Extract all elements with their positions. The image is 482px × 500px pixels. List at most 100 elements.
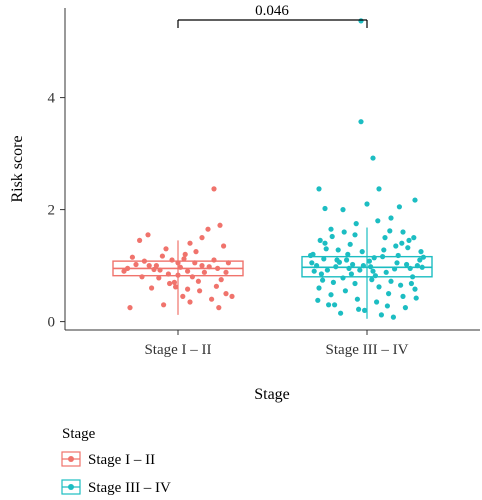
data-point — [400, 293, 406, 299]
legend-item-0: Stage I – II — [61, 451, 155, 468]
data-point — [199, 235, 205, 241]
data-point — [316, 186, 322, 192]
data-point — [217, 222, 223, 228]
legend-title: Stage — [62, 426, 96, 442]
data-point — [353, 221, 359, 227]
group-1 — [301, 18, 433, 320]
data-point — [404, 261, 410, 268]
data-point — [376, 284, 382, 290]
box-groups — [112, 18, 433, 320]
x-tick-label-0: Stage I – II — [144, 342, 211, 358]
y-tick-label-2: 4 — [48, 91, 56, 107]
data-point — [171, 279, 177, 285]
y-tick-label-0: 0 — [48, 315, 56, 331]
data-point — [412, 197, 418, 203]
data-point — [383, 269, 389, 275]
data-point — [386, 291, 392, 297]
data-point — [350, 261, 356, 268]
legend-key-dot — [68, 456, 74, 462]
data-point — [201, 269, 207, 275]
data-point — [393, 243, 399, 249]
data-point — [211, 257, 217, 263]
data-point — [149, 285, 155, 291]
data-point — [195, 278, 201, 284]
data-point — [127, 305, 133, 311]
data-point — [167, 280, 173, 287]
data-point — [375, 218, 381, 224]
data-point — [139, 274, 145, 280]
data-point — [185, 286, 191, 292]
data-point — [417, 257, 423, 263]
data-point — [382, 235, 388, 241]
data-point — [223, 291, 229, 297]
legend-key-dot — [68, 484, 74, 490]
data-point — [345, 251, 351, 257]
data-point — [121, 268, 127, 274]
data-point — [317, 237, 323, 243]
data-point — [374, 299, 380, 305]
data-point — [193, 249, 199, 255]
data-point — [187, 299, 193, 305]
data-point — [358, 18, 364, 24]
data-point — [137, 237, 143, 243]
data-point — [336, 259, 342, 265]
data-point — [133, 261, 139, 268]
data-point — [335, 247, 341, 253]
data-point — [394, 260, 400, 266]
data-point — [396, 204, 402, 210]
data-point — [411, 235, 417, 241]
data-point — [352, 232, 358, 238]
data-point — [364, 201, 370, 207]
data-point — [316, 285, 322, 291]
data-point — [328, 292, 334, 298]
data-point — [180, 293, 186, 299]
data-point — [388, 278, 394, 284]
data-point — [146, 263, 152, 269]
data-point — [197, 288, 203, 294]
data-point — [400, 229, 406, 235]
x-axis-title: Stage — [254, 386, 290, 403]
data-point — [348, 271, 354, 277]
legend-label: Stage I – II — [88, 452, 155, 468]
data-point — [402, 305, 408, 311]
data-point — [169, 257, 175, 263]
data-point — [229, 293, 235, 299]
y-ticks: 0 2 4 — [48, 91, 65, 331]
data-point — [322, 205, 328, 212]
data-point — [384, 303, 390, 309]
data-point — [329, 233, 335, 240]
data-point — [129, 254, 135, 260]
data-point — [161, 302, 167, 308]
data-point — [370, 268, 376, 274]
data-point — [326, 302, 332, 308]
data-point — [332, 302, 338, 308]
data-point — [347, 241, 353, 247]
data-point — [413, 295, 419, 301]
data-point — [205, 226, 211, 232]
data-point — [388, 215, 394, 221]
data-point — [318, 271, 324, 277]
data-point — [185, 268, 191, 274]
data-point — [145, 232, 151, 238]
data-point — [153, 263, 159, 269]
data-point — [199, 263, 205, 269]
data-point — [322, 240, 328, 246]
data-point — [354, 296, 360, 302]
data-point — [352, 280, 358, 287]
data-point — [398, 282, 404, 288]
data-point — [320, 277, 326, 283]
data-point — [366, 258, 372, 264]
data-point — [358, 119, 364, 125]
data-point — [187, 240, 193, 246]
significance-bracket: 0.046 — [177, 3, 368, 28]
data-point — [341, 229, 347, 235]
data-point — [221, 243, 227, 249]
data-point — [412, 286, 418, 292]
data-point — [311, 268, 317, 274]
data-point — [408, 280, 414, 287]
data-point — [163, 246, 169, 252]
data-point — [418, 249, 424, 255]
x-tick-label-1: Stage III – IV — [326, 342, 409, 358]
data-point — [369, 277, 375, 283]
data-point — [376, 186, 382, 192]
